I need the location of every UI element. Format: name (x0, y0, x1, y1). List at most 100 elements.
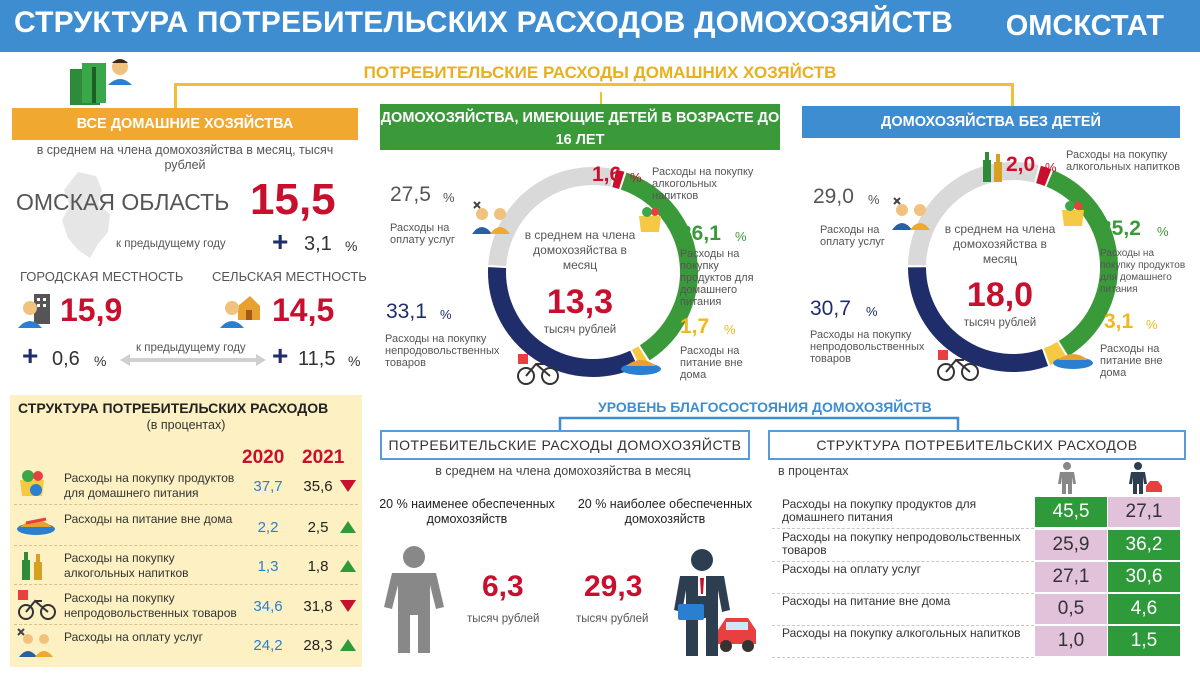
rural-value: 14,5 (272, 292, 335, 328)
welfare-row-divider (772, 561, 1034, 562)
welfare-row-divider (772, 657, 1034, 658)
services-people-icon (472, 201, 510, 234)
urban-label: ГОРОДСКАЯ МЕСТНОСТЬ (20, 269, 184, 284)
all-note: в среднем на члена домохозяйства в месяц… (36, 143, 334, 172)
kids-food-value: 36,1 (680, 222, 721, 245)
services-people-icon (17, 628, 53, 657)
rich-person-small-icon (1129, 462, 1162, 494)
welfare-row-high: 4,6 (1108, 594, 1180, 624)
services-people-icon-2 (892, 197, 930, 230)
kids-alcohol-pct: % (630, 170, 642, 185)
rural-plus-sign: + (272, 340, 289, 371)
row-divider (14, 504, 358, 505)
donut-segment-5 (612, 169, 625, 190)
region-plus-sign: + (272, 226, 289, 257)
nokids-services-pct: % (868, 192, 880, 207)
nokids-center-value: 18,0 (966, 276, 1034, 314)
kids-connector (600, 92, 602, 104)
trend-up-icon (340, 521, 356, 533)
welfare-row-low: 27,1 (1035, 562, 1107, 592)
donut-segment-3 (908, 267, 1049, 372)
kids-nonfood-pct: % (440, 307, 452, 322)
welfare-spacer (572, 394, 573, 403)
donut-segment-2 (1043, 341, 1067, 366)
food-plate-icon-2 (1053, 354, 1093, 369)
region-value: 15,5 (250, 175, 336, 224)
structure-row-2021: 1,8 (307, 558, 329, 575)
structure-row-2020: 34,6 (253, 598, 283, 615)
welfare-row-high: 36,2 (1108, 530, 1180, 560)
nokids-donut-chart (908, 162, 1118, 372)
grocery-bag-icon (639, 207, 661, 232)
structure-row-2020: 1,3 (257, 558, 279, 575)
bicycle-icon-2 (937, 350, 979, 381)
rural-change-pct: % (348, 353, 361, 369)
welfare-row-low: 1,0 (1035, 626, 1107, 656)
bracket-line (174, 83, 1014, 108)
household-budget-icon (70, 59, 132, 105)
poor-person-icon (384, 546, 444, 653)
urban-person-icon (18, 294, 50, 328)
nokids-nonfood-value: 30,7 (810, 297, 851, 320)
urban-change-pct: % (94, 353, 107, 369)
kids-nonfood-value: 33,1 (386, 300, 427, 323)
structure-row-label: Расходы на покупку продуктов для домашне… (64, 471, 235, 500)
all-households-header: ВСЕ ДОМАШНИЕ ХОЗЯЙСТВА (12, 108, 358, 140)
header-bar (0, 0, 1200, 52)
structure-row-label: Расходы на покупку алкогольных напитков (64, 551, 189, 580)
kids-catering-value: 1,7 (680, 315, 710, 338)
welfare-title: УРОВЕНЬ БЛАГОСОСТОЯНИЯ ДОМОХОЗЯЙСТВ (592, 399, 938, 415)
double-arrow-icon (120, 354, 266, 366)
low-income-label: 20 % наименее обеспеченных домохозяйств (379, 497, 555, 526)
nokids-nonfood-label: Расходы на покупку непродовольственных т… (810, 329, 925, 365)
kids-donut-chart (488, 167, 698, 377)
welfare-box-spending: ПОТРЕБИТЕЛЬСКИЕ РАСХОДЫ ДОМОХОЗЯЙСТВ (380, 430, 750, 460)
bicycle-icon (18, 590, 56, 620)
welfare-box-structure: СТРУКТУРА ПОТРЕБИТЕЛЬСКИХ РАСХОДОВ (768, 430, 1186, 460)
welfare-bracket (558, 416, 960, 430)
kids-food-pct: % (735, 229, 747, 244)
food-plate-icon (621, 360, 661, 375)
region-name: ОМСКАЯ ОБЛАСТЬ (16, 189, 230, 215)
row-divider (14, 584, 358, 585)
trend-up-icon (340, 560, 356, 572)
structure-title: СТРУКТУРА ПОТРЕБИТЕЛЬСКИХ РАСХОДОВ (18, 400, 329, 416)
nokids-services-value: 29,0 (813, 185, 854, 208)
nokids-alcohol-label: Расходы на покупку алкогольных напитков (1066, 149, 1181, 173)
page-title: СТРУКТУРА ПОТРЕБИТЕЛЬСКИХ РАСХОДОВ ДОМОХ… (14, 6, 954, 39)
structure-row-2020: 37,7 (253, 478, 283, 495)
structure-row-label: Расходы на питание вне дома (64, 512, 233, 526)
low-income-unit: тысяч рублей (467, 613, 540, 625)
welfare-box1-note: в среднем на члена домохозяйства в месяц (435, 464, 691, 478)
row-divider (14, 545, 358, 546)
nokids-center-unit: тысяч рублей (963, 317, 1037, 329)
structure-row-label: Расходы на покупку непродовольственных т… (64, 591, 237, 620)
structure-row-label: Расходы на оплату услуг (64, 630, 203, 644)
kids-catering-pct: % (724, 322, 736, 337)
nokids-header: ДОМОХОЗЯЙСТВА БЕЗ ДЕТЕЙ (802, 106, 1180, 138)
nokids-nonfood-pct: % (866, 304, 878, 319)
structure-row-2021: 35,6 (303, 478, 333, 495)
kids-catering-label: Расходы на питание вне дома (680, 345, 743, 381)
nokids-catering-label: Расходы на питание вне дома (1100, 343, 1163, 379)
kids-services-label: Расходы на оплату услуг (390, 222, 455, 246)
high-income-label: 20 % наиболее обеспеченных домохозяйств (577, 497, 753, 526)
nokids-alcohol-value: 2,0 (1006, 153, 1036, 176)
kids-alcohol-label: Расходы на покупку алкогольных напитков (652, 166, 754, 202)
rich-person-icon (674, 549, 756, 656)
bottles-icon (22, 552, 42, 580)
donut-segment-4 (908, 162, 1039, 266)
welfare-row-label: Расходы на оплату услуг (782, 562, 921, 576)
brand-name: ОМСКСТАТ (1005, 10, 1164, 42)
kids-header: ДОМОХОЗЯЙСТВА, ИМЕЮЩИЕ ДЕТЕЙ В ВОЗРАСТЕ … (380, 104, 780, 150)
urban-value: 15,9 (60, 292, 123, 328)
poor-person-small-icon (1058, 462, 1076, 494)
region-change-pct: % (345, 238, 358, 254)
welfare-row-label: Расходы на питание вне дома (782, 594, 951, 608)
structure-row-2021: 2,5 (307, 519, 329, 536)
region-change: 3,1 (304, 233, 332, 255)
region-prev-label: к предыдущему году (116, 238, 226, 250)
welfare-row-high: 1,5 (1108, 626, 1180, 656)
welfare-row-low: 25,9 (1035, 530, 1107, 560)
rural-house-icon (220, 296, 260, 328)
